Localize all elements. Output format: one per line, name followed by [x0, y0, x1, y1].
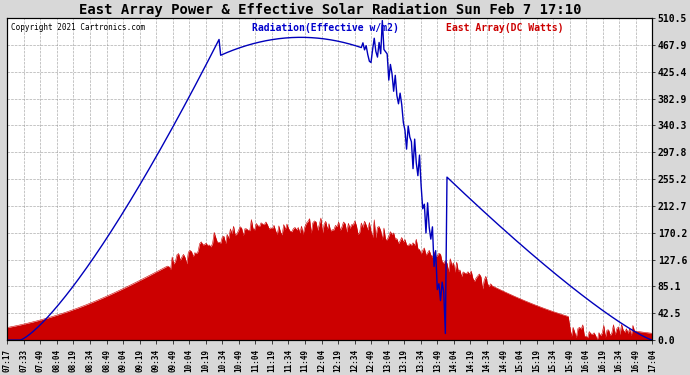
Text: Radiation(Effective w/m2): Radiation(Effective w/m2)	[253, 23, 400, 33]
Text: Copyright 2021 Cartronics.com: Copyright 2021 Cartronics.com	[10, 23, 145, 32]
Title: East Array Power & Effective Solar Radiation Sun Feb 7 17:10: East Array Power & Effective Solar Radia…	[79, 3, 581, 17]
Text: East Array(DC Watts): East Array(DC Watts)	[446, 23, 564, 33]
